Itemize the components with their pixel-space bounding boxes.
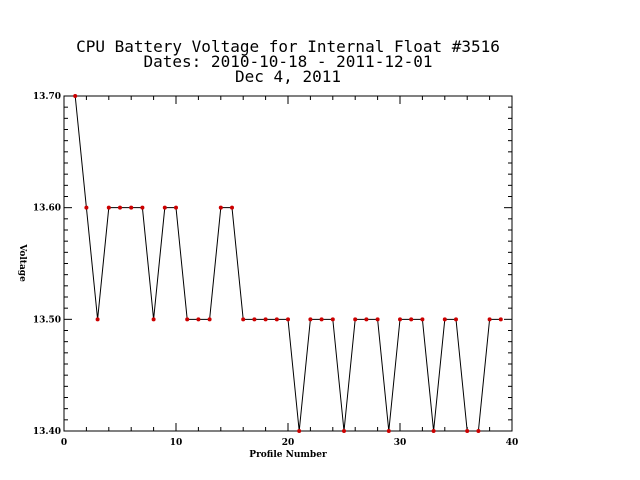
data-point — [476, 429, 481, 433]
chart-title-line-3: Dec 4, 2011 — [235, 67, 341, 86]
chart-title-line-2: Dates: 2010-10-18 - 2011-12-01 — [144, 52, 433, 71]
data-point — [230, 205, 234, 210]
x-tick-label: 0 — [61, 438, 67, 448]
x-tick-label: 10 — [170, 438, 183, 448]
data-point — [207, 317, 212, 322]
data-point — [386, 429, 391, 433]
data-point — [73, 94, 78, 98]
data-point — [84, 205, 89, 210]
data-point — [162, 205, 167, 210]
data-point — [465, 429, 470, 433]
chart-title-line-1: CPU Battery Voltage for Internal Float #… — [76, 37, 500, 56]
data-point — [353, 317, 358, 322]
data-point — [196, 317, 201, 322]
y-axis-title: Voltage — [17, 243, 27, 282]
data-point — [398, 317, 402, 322]
data-point — [364, 317, 369, 322]
x-axis-title: Profile Number — [249, 450, 327, 460]
y-tick-label: 13.60 — [33, 204, 61, 214]
y-tick-label: 13.40 — [33, 427, 61, 437]
data-point — [375, 317, 380, 322]
y-axis: 13.40 13.50 13.60 13.70 — [33, 92, 512, 437]
chart-title: CPU Battery Voltage for Internal Float #… — [76, 37, 500, 86]
data-point — [319, 317, 324, 322]
data-point — [140, 205, 145, 210]
x-tick-label: 40 — [506, 438, 519, 448]
data-point — [218, 205, 223, 210]
data-point — [274, 317, 279, 322]
data-point — [95, 317, 100, 322]
data-point — [174, 205, 178, 210]
plot-frame — [63, 95, 513, 432]
data-point — [498, 317, 503, 322]
data-point — [129, 205, 134, 210]
data-point — [297, 429, 302, 433]
data-point — [308, 317, 313, 322]
data-points — [73, 94, 503, 433]
data-point — [263, 317, 268, 322]
data-point — [241, 317, 246, 322]
x-tick-label: 30 — [394, 438, 407, 448]
data-point — [252, 317, 257, 322]
series-line — [74, 95, 501, 432]
data-point — [151, 317, 156, 322]
data-point — [286, 317, 290, 322]
x-axis: 0 10 20 30 40 — [61, 96, 518, 448]
data-point — [454, 317, 458, 322]
data-point — [118, 205, 122, 210]
data-point — [106, 205, 111, 210]
data-point — [185, 317, 190, 322]
data-point — [431, 429, 436, 433]
data-point — [409, 317, 414, 322]
data-point — [487, 317, 492, 322]
data-point — [342, 429, 346, 433]
y-tick-label: 13.50 — [33, 315, 61, 325]
data-point — [420, 317, 425, 322]
data-point — [330, 317, 335, 322]
y-tick-label: 13.70 — [33, 92, 61, 102]
x-tick-label: 20 — [282, 438, 295, 448]
data-point — [442, 317, 447, 322]
